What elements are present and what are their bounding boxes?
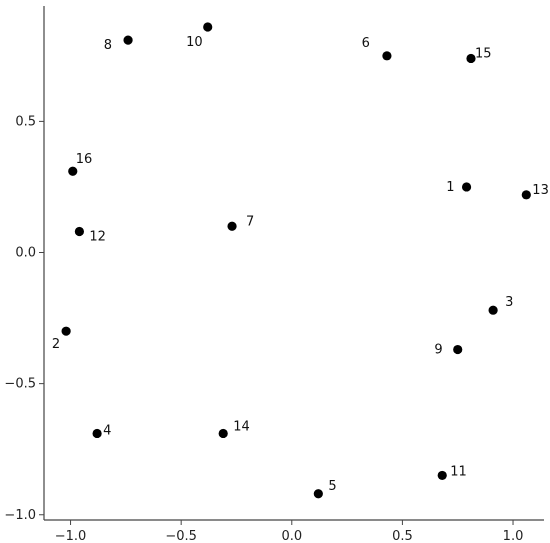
data-point-2	[61, 326, 71, 336]
data-point-14	[218, 428, 228, 439]
data-points	[61, 22, 531, 499]
point-label-12: 12	[89, 230, 106, 245]
data-point-8	[123, 35, 133, 45]
data-point-12	[74, 226, 84, 237]
data-point-11	[437, 470, 447, 481]
x-tick-label: −1.0	[55, 529, 87, 543]
data-point-10	[203, 22, 213, 32]
y-tick-label: −0.5	[4, 377, 36, 392]
data-point-9	[453, 344, 463, 355]
point-label-9: 9	[434, 343, 442, 358]
x-tick-label: 1.0	[503, 529, 524, 543]
point-label-10: 10	[186, 35, 203, 50]
data-point-6	[382, 51, 392, 61]
point-label-2: 2	[52, 337, 60, 352]
point-label-16: 16	[76, 152, 93, 167]
x-tick-label: 0.5	[392, 529, 413, 543]
x-tick-label: −0.5	[165, 529, 197, 543]
point-label-4: 4	[103, 423, 111, 438]
data-point-1	[461, 182, 472, 192]
data-point-7	[227, 221, 237, 231]
point-label-8: 8	[104, 38, 112, 53]
data-point-4	[92, 428, 102, 439]
point-label-13: 13	[532, 183, 549, 198]
data-point-13	[521, 190, 531, 200]
point-label-7: 7	[246, 214, 254, 229]
point-label-5: 5	[328, 479, 336, 494]
y-tick-label: 0.0	[15, 246, 36, 261]
point-label-15: 15	[475, 46, 492, 61]
point-label-3: 3	[505, 295, 513, 310]
y-axis-ticks: −1.0 −0.5 0.0 0.5	[4, 114, 44, 523]
y-tick-label: 0.5	[15, 114, 36, 129]
point-label-11: 11	[450, 464, 467, 479]
point-label-14: 14	[233, 419, 250, 434]
point-label-1: 1	[446, 180, 454, 195]
point-label-6: 6	[362, 36, 370, 51]
data-point-15	[466, 53, 476, 64]
data-point-16	[68, 166, 78, 176]
data-point-5	[313, 489, 323, 499]
data-point-3	[488, 305, 498, 315]
x-axis-ticks: −1.0 −0.5 0.0 0.5 1.0	[55, 520, 524, 543]
y-tick-label: −1.0	[4, 508, 36, 523]
axes	[43, 6, 544, 521]
x-tick-label: 0.0	[281, 529, 302, 543]
